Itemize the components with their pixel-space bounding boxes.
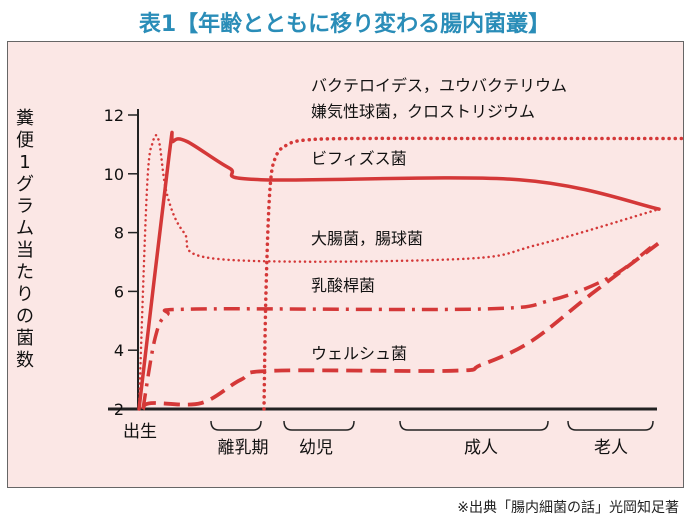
y-axis-label-char: 当	[16, 240, 34, 261]
series-label: ウェルシュ菌	[311, 344, 407, 363]
stage-label: 幼児	[299, 438, 333, 458]
series-line	[141, 239, 663, 411]
series-label: 嫌気性球菌，クロストリジウム	[311, 102, 535, 121]
stage-bracket	[567, 420, 654, 431]
y-tick-label: 4	[114, 341, 124, 360]
y-axis-label-char: た	[16, 262, 34, 283]
chart-panel: 2 4 6 8 10 12 糞便 1 グラム当たりの菌数出生離乳期 幼児 成人 老人 バクテロイデス，ユ…	[7, 41, 684, 488]
y-axis-label-char: り	[16, 284, 34, 305]
y-axis-label-char: ラ	[16, 196, 34, 217]
series-line	[262, 136, 683, 411]
stage-label: 老人	[594, 438, 628, 458]
series-label: ビフィズス菌	[311, 149, 407, 168]
series-label: 乳酸桿菌	[311, 276, 375, 295]
stage-bracket	[283, 420, 355, 431]
y-tick-label: 12	[104, 106, 124, 125]
stage-bracket	[210, 420, 262, 431]
chart-title: 表1【年齢とともに移り変わる腸内菌叢】	[138, 12, 551, 37]
stage-label: 出生	[123, 422, 157, 442]
stage-label: 成人	[464, 438, 498, 458]
stage-label: 離乳期	[218, 438, 269, 458]
series-line	[137, 133, 661, 411]
y-axis-label-char: グ	[16, 174, 34, 195]
y-axis-label-char: 糞	[16, 108, 34, 129]
source-note: ※出典「腸内細菌の話」光岡知足著	[457, 500, 679, 516]
y-tick-label: 10	[104, 165, 124, 184]
y-axis-label-char: 便	[16, 130, 34, 151]
y-tick-label: 6	[114, 282, 124, 301]
stage-bracket	[399, 420, 549, 431]
series-label: バクテロイデス，ユウバクテリウム	[311, 76, 567, 95]
y-axis-label-char: 1	[19, 152, 30, 173]
y-axis-label-char: 菌	[16, 328, 34, 349]
y-axis-label-char: ム	[16, 218, 34, 239]
series-line	[137, 130, 661, 411]
y-axis-label-char: 数	[16, 350, 34, 371]
y-axis-label-char: の	[16, 306, 34, 327]
y-tick-label: 8	[114, 224, 124, 243]
series-line	[141, 245, 653, 410]
series-label: 大腸菌，腸球菌	[311, 229, 423, 248]
y-tick-label: 2	[114, 400, 124, 419]
